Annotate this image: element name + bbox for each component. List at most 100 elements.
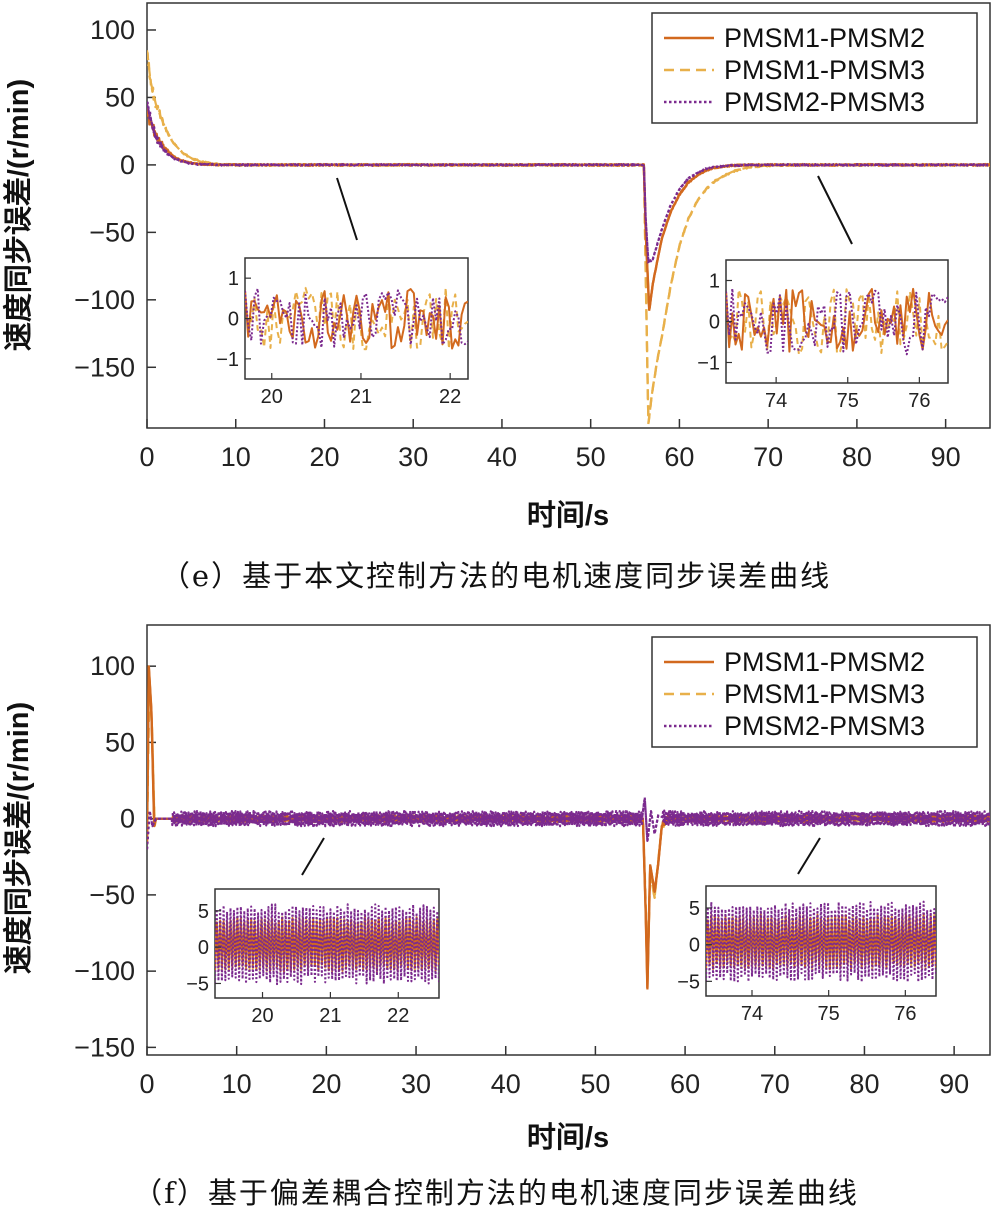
legend-box (651, 12, 978, 124)
inset-pointer-line (797, 837, 821, 875)
figure-caption: （e）基于本文控制方法的电机速度同步误差曲线 (161, 559, 831, 593)
y-tick-label: 100 (90, 651, 135, 681)
series-trend-PMSM1-PMSM2 (147, 666, 990, 990)
x-tick-label: 40 (487, 442, 517, 472)
inset-x-tick-label: 22 (387, 1005, 409, 1027)
legend-label: PMSM1-PMSM2 (724, 23, 925, 53)
inset-y-tick-label: 0 (198, 937, 209, 959)
y-tick-label: 50 (105, 82, 135, 112)
x-tick-label: 80 (849, 1069, 879, 1099)
inset-x-tick-label: 21 (350, 386, 372, 408)
inset-x-tick-label: 75 (818, 1003, 840, 1025)
zoom-inset-left: 5 0 −5 20 21 22 (186, 888, 440, 1027)
inset-y-tick-label: −1 (216, 349, 239, 371)
x-tick-label: 50 (576, 442, 606, 472)
x-tick-label: 40 (491, 1069, 521, 1099)
legend: PMSM1-PMSM2 PMSM1-PMSM3 PMSM2-PMSM3 (651, 12, 978, 124)
x-tick-label: 50 (580, 1069, 610, 1099)
legend-label: PMSM1-PMSM3 (724, 55, 925, 85)
x-tick-label: 90 (931, 442, 961, 472)
zoom-inset-right: 5 0 −5 74 75 76 (677, 885, 937, 1025)
chart-panel-e: 100 50 0 −50 −1 0 0 −150 0 10 20 30 40 50 60 70 80 90 1 0… (2, 2, 991, 593)
inset-x-tick-label: 22 (439, 386, 461, 408)
x-tick-label: 0 (139, 442, 154, 472)
inset-series (215, 903, 439, 986)
x-tick-label: 80 (842, 442, 872, 472)
x-axis-label: 时间/s (527, 499, 609, 532)
x-tick-label: 60 (670, 1069, 700, 1099)
inset-x-tick-label: 75 (837, 390, 859, 412)
inset-y-tick-label: −5 (186, 973, 209, 995)
series-trend-PMSM2-PMSM3 (147, 103, 990, 264)
x-tick-label: 30 (401, 1069, 431, 1099)
inset-series-line-PMSM1-PMSM2 (245, 288, 468, 350)
legend-label: PMSM1-PMSM2 (724, 647, 925, 677)
inset-pointer-line (336, 177, 358, 241)
x-tick-label: 0 (139, 1069, 154, 1099)
x-tick-label: 70 (753, 442, 783, 472)
inset-y-tick-label: 1 (709, 271, 720, 293)
y-tick-label: −150 (74, 1032, 135, 1062)
x-axis-label: 时间/s (527, 1121, 609, 1154)
inset-y-tick-label: −5 (677, 971, 700, 993)
legend-label: PMSM2-PMSM3 (724, 711, 925, 741)
inset-pointer-line (301, 837, 325, 876)
inset-series-line-PMSM2-PMSM3 (245, 287, 468, 349)
inset-x-tick-label: 74 (741, 1003, 763, 1025)
legend-box (651, 636, 978, 748)
inset-y-tick-label: 0 (709, 312, 720, 334)
x-tick-label: 20 (309, 442, 339, 472)
inset-ticks: 1 0 −1 20 21 22 (216, 268, 461, 408)
inset-y-tick-label: 0 (689, 935, 700, 957)
x-tick-label: 90 (939, 1069, 969, 1099)
series-trend-PMSM2-PMSM3 (147, 797, 990, 850)
zoom-inset-right: 1 0 −1 74 75 76 (697, 259, 949, 412)
y-tick-label: −100 (74, 956, 135, 986)
inset-series (245, 286, 468, 351)
inset-x-tick-label: 74 (765, 390, 787, 412)
x-tick-label: 60 (664, 442, 694, 472)
legend: PMSM1-PMSM2 PMSM1-PMSM3 PMSM2-PMSM3 (651, 636, 978, 748)
y-tick-label: 50 (105, 727, 135, 757)
x-tick-label: 30 (398, 442, 428, 472)
inset-y-tick-label: 5 (198, 901, 209, 923)
inset-ticks: 5 0 −5 74 75 76 (677, 898, 916, 1025)
x-tick-label: 70 (760, 1069, 790, 1099)
legend-label: PMSM1-PMSM3 (724, 679, 925, 709)
inset-series-line-PMSM2-PMSM3 (726, 287, 948, 356)
y-axis-ticks: 100 50 0 −50 −100 −150 (74, 651, 156, 1062)
inset-pointer-line (817, 175, 853, 245)
inset-series-line-PMSM1-PMSM2 (726, 287, 948, 353)
inset-x-tick-label: 20 (251, 1005, 273, 1027)
x-tick-label: 10 (222, 1069, 252, 1099)
series-group (147, 50, 990, 425)
y-tick-label: −150 (74, 352, 135, 382)
x-tick-label: 10 (221, 442, 251, 472)
y-axis-label: 速度同步误差/(r/min) (2, 702, 35, 974)
y-tick-label: −50 (89, 217, 135, 247)
inset-y-tick-label: −1 (697, 353, 720, 375)
inset-x-tick-label: 76 (908, 390, 930, 412)
inset-y-tick-label: 0 (228, 309, 239, 331)
inset-ticks: 5 0 −5 20 21 22 (186, 901, 409, 1027)
inset-x-tick-label: 20 (261, 386, 283, 408)
series-group (147, 665, 990, 990)
inset-series-line-PMSM2-PMSM3 (706, 900, 936, 983)
y-axis-label: 速度同步误差/(r/min) (2, 79, 35, 351)
y-tick-label: 0 (120, 150, 135, 180)
series-line-PMSM2-PMSM3 (147, 799, 990, 850)
inset-y-tick-label: 5 (689, 898, 700, 920)
figure-caption: （f）基于偏差耦合控制方法的电机速度同步误差曲线 (133, 1176, 859, 1210)
x-axis-ticks: 0 10 20 30 40 50 60 70 80 90 (139, 419, 961, 472)
legend-label: PMSM2-PMSM3 (724, 87, 925, 117)
x-axis-ticks: 0 10 20 30 40 50 60 70 80 90 (139, 1046, 969, 1099)
inset-x-tick-label: 76 (894, 1003, 916, 1025)
x-tick-label: 20 (311, 1069, 341, 1099)
series-trend-PMSM1-PMSM3 (147, 50, 990, 425)
series-trend-PMSM1-PMSM2 (147, 110, 990, 311)
y-tick-label: 100 (90, 15, 135, 45)
y-axis-ticks: 100 50 0 −50 −100 −150 (74, 15, 156, 382)
y-tick-label: 0 (120, 804, 135, 834)
